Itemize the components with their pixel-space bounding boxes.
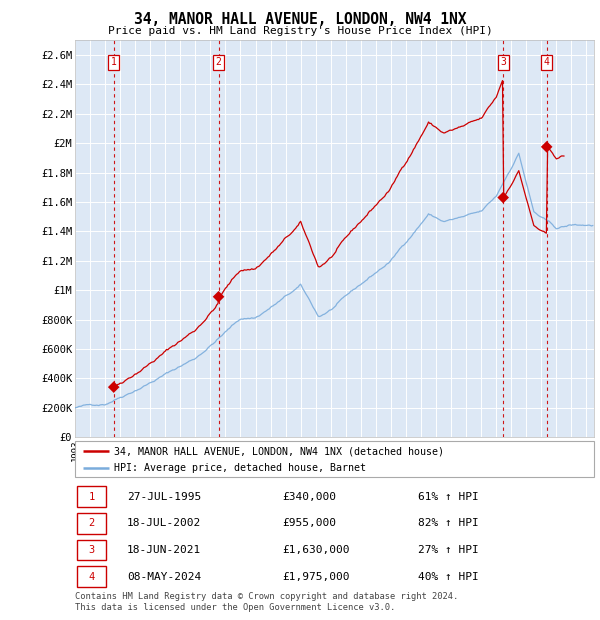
Point [214, 292, 223, 302]
Text: 3: 3 [88, 545, 94, 555]
Text: 2: 2 [88, 518, 94, 528]
Text: 34, MANOR HALL AVENUE, LONDON, NW4 1NX (detached house): 34, MANOR HALL AVENUE, LONDON, NW4 1NX (… [114, 446, 444, 456]
FancyBboxPatch shape [77, 566, 106, 587]
Text: 82% ↑ HPI: 82% ↑ HPI [418, 518, 478, 528]
Text: £955,000: £955,000 [283, 518, 337, 528]
Text: 2: 2 [215, 57, 221, 67]
Text: HPI: Average price, detached house, Barnet: HPI: Average price, detached house, Barn… [114, 463, 366, 474]
FancyBboxPatch shape [77, 513, 106, 534]
Text: £1,630,000: £1,630,000 [283, 545, 350, 555]
Point [499, 193, 508, 203]
Text: 3: 3 [500, 57, 506, 67]
Point [542, 142, 551, 152]
Text: 18-JUN-2021: 18-JUN-2021 [127, 545, 201, 555]
Text: 34, MANOR HALL AVENUE, LONDON, NW4 1NX: 34, MANOR HALL AVENUE, LONDON, NW4 1NX [134, 12, 466, 27]
Text: 27% ↑ HPI: 27% ↑ HPI [418, 545, 478, 555]
Text: 4: 4 [544, 57, 550, 67]
Text: 61% ↑ HPI: 61% ↑ HPI [418, 492, 478, 502]
FancyBboxPatch shape [77, 486, 106, 507]
Text: 4: 4 [88, 572, 94, 582]
Text: £1,975,000: £1,975,000 [283, 572, 350, 582]
Text: 1: 1 [111, 57, 116, 67]
Text: 18-JUL-2002: 18-JUL-2002 [127, 518, 201, 528]
Text: 1: 1 [88, 492, 94, 502]
Text: 40% ↑ HPI: 40% ↑ HPI [418, 572, 478, 582]
FancyBboxPatch shape [77, 539, 106, 560]
Text: £340,000: £340,000 [283, 492, 337, 502]
Text: 08-MAY-2024: 08-MAY-2024 [127, 572, 201, 582]
Point [109, 382, 119, 392]
Text: Price paid vs. HM Land Registry's House Price Index (HPI): Price paid vs. HM Land Registry's House … [107, 26, 493, 36]
Text: 27-JUL-1995: 27-JUL-1995 [127, 492, 201, 502]
FancyBboxPatch shape [75, 441, 594, 477]
Text: Contains HM Land Registry data © Crown copyright and database right 2024.
This d: Contains HM Land Registry data © Crown c… [75, 592, 458, 611]
